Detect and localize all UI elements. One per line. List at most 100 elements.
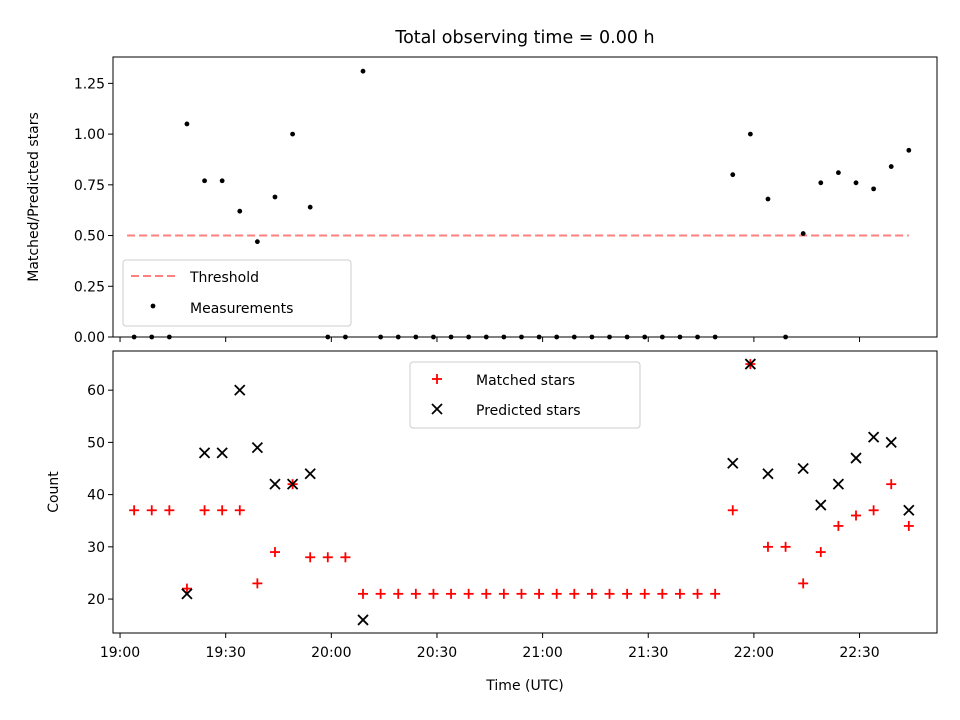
measurement-point	[307, 204, 313, 210]
measurements-legend-label: Measurements	[190, 301, 293, 317]
matched-star-point	[269, 547, 280, 558]
matched-star-point	[146, 505, 157, 516]
predicted-star-point	[181, 588, 193, 600]
bottom-y-axis-label: Count	[46, 471, 62, 513]
bottom-y-tick-label: 20	[87, 592, 105, 608]
matched-star-point	[534, 588, 545, 599]
bottom-x-tick-label: 19:00	[100, 645, 140, 661]
bottom-y-tick-label: 60	[87, 383, 105, 399]
top-plot-area: 0.00 0.25 0.50 0.75 1.00 1.25	[74, 56, 938, 346]
measurement-point	[272, 194, 278, 200]
bottom-x-tick-label: 21:00	[522, 645, 562, 661]
predicted-legend-label: Predicted stars	[476, 403, 581, 419]
measurement-point	[836, 170, 841, 176]
predicted-star-point	[867, 431, 880, 443]
predicted-star-point	[727, 457, 739, 469]
matched-star-point	[305, 552, 316, 563]
predicted-star-point	[762, 468, 774, 480]
matched-legend-marker	[432, 374, 442, 384]
matched-star-point	[833, 520, 844, 531]
predicted-star-point	[251, 441, 264, 454]
measurement-point	[184, 121, 190, 127]
measurement-point	[254, 239, 260, 245]
matched-star-point	[604, 588, 615, 599]
matched-star-point	[463, 588, 474, 599]
predicted-star-point	[216, 447, 228, 459]
predicted-star-point	[885, 436, 897, 449]
matched-star-point	[410, 588, 421, 599]
matched-star-point	[498, 588, 509, 599]
top-y-tick-label: 0.25	[74, 279, 105, 295]
matched-star-point	[217, 505, 228, 516]
measurement-point	[747, 131, 753, 137]
matched-star-point	[727, 505, 738, 516]
measurement-point	[906, 147, 912, 153]
predicted-star-point	[815, 499, 827, 511]
top-y-tick-label: 1.00	[74, 127, 105, 143]
matched-star-point	[692, 588, 703, 599]
x-axis-label: Time (UTC)	[485, 678, 563, 694]
bottom-x-tick-label: 21:30	[628, 645, 668, 661]
matched-star-point	[322, 552, 333, 563]
bottom-x-tick-label: 20:30	[417, 645, 457, 661]
bottom-plot-area: 20 30 40 50 60 19:00 19:30 20:00 20:30 21:00 21:30…	[87, 350, 938, 661]
bottom-x-tick-label: 22:00	[734, 645, 774, 661]
bottom-axes-frame	[112, 350, 938, 634]
matched-star-point	[164, 505, 175, 516]
matched-star-point	[903, 520, 914, 531]
predicted-star-point	[286, 478, 299, 490]
matched-star-point	[446, 588, 457, 599]
matched-star-point	[674, 588, 685, 599]
measurement-point	[360, 68, 366, 74]
threshold-legend-label: Threshold	[189, 270, 259, 286]
matched-star-point	[428, 588, 439, 599]
measurement-point	[818, 180, 824, 186]
top-chart-title: Total observing time = 0.00 h	[394, 28, 654, 48]
matched-star-point	[780, 541, 791, 552]
predicted-star-point	[304, 468, 316, 480]
top-legend: Threshold Measurements	[122, 259, 352, 327]
predicted-star-point	[357, 614, 369, 626]
top-legend-frame	[122, 259, 352, 327]
matched-star-point	[516, 588, 527, 599]
top-y-tick-label: 0.00	[74, 330, 105, 346]
predicted-star-point	[198, 447, 211, 459]
measurement-point	[871, 186, 877, 192]
measurement-point	[202, 178, 207, 184]
measurement-point	[290, 131, 295, 137]
bottom-x-tick-label: 22:30	[839, 645, 879, 661]
top-y-tick-label: 1.25	[74, 76, 105, 92]
top-y-axis-label: Matched/Predicted stars	[26, 112, 42, 282]
matched-star-point	[868, 505, 879, 516]
matched-star-point	[710, 588, 721, 599]
predicted-legend-marker	[431, 403, 443, 415]
matched-star-point	[798, 578, 809, 589]
matched-star-point	[199, 505, 210, 516]
predicted-star-point	[797, 462, 809, 475]
matched-star-point	[569, 588, 580, 599]
matched-star-point	[481, 588, 492, 599]
top-axes-frame	[112, 56, 938, 338]
predicted-star-point	[269, 478, 281, 490]
bottom-y-tick-label: 40	[87, 488, 105, 504]
measurement-point	[888, 164, 894, 169]
matched-star-point	[358, 588, 369, 599]
measurement-point	[800, 231, 806, 236]
matched-legend-label: Matched stars	[476, 373, 575, 389]
matched-star-point	[393, 588, 404, 599]
measurement-point	[730, 172, 736, 178]
matched-star-point	[340, 552, 351, 563]
matched-star-point	[762, 541, 773, 552]
predicted-star-point	[903, 504, 915, 516]
top-y-tick-label: 0.75	[74, 178, 105, 194]
bottom-y-tick-label: 50	[87, 435, 105, 451]
matched-star-point	[181, 583, 192, 594]
predicted-star-point	[234, 384, 246, 396]
predicted-star-point	[832, 478, 845, 490]
predicted-star-point	[850, 452, 862, 464]
bottom-x-tick-label: 19:30	[206, 645, 246, 661]
matched-star-point	[657, 588, 668, 599]
matched-star-point	[886, 479, 897, 490]
